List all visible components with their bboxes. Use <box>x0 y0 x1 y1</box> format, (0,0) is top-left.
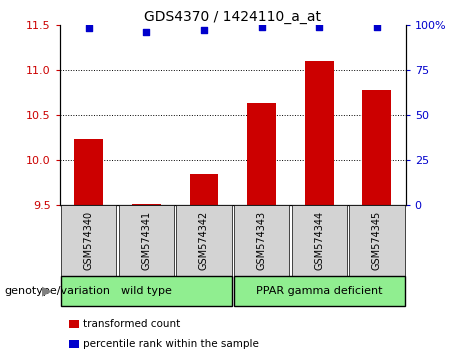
Text: PPAR gamma deficient: PPAR gamma deficient <box>256 286 383 296</box>
Text: GSM574340: GSM574340 <box>84 211 94 270</box>
Text: GSM574344: GSM574344 <box>314 211 324 270</box>
Text: GSM574342: GSM574342 <box>199 211 209 270</box>
Bar <box>132 204 161 205</box>
Bar <box>362 90 391 205</box>
Point <box>85 25 92 31</box>
Point <box>142 29 150 35</box>
Point <box>200 27 207 33</box>
Text: GSM574345: GSM574345 <box>372 211 382 270</box>
Text: ▶: ▶ <box>41 285 51 298</box>
Text: GSM574343: GSM574343 <box>257 211 266 270</box>
Point <box>373 25 381 30</box>
Bar <box>305 61 334 205</box>
Bar <box>74 139 103 205</box>
Text: wild type: wild type <box>121 286 172 296</box>
Text: transformed count: transformed count <box>83 319 180 329</box>
Text: genotype/variation: genotype/variation <box>5 286 111 296</box>
Text: GSM574341: GSM574341 <box>142 211 151 270</box>
Point <box>258 25 266 30</box>
Bar <box>247 103 276 205</box>
Point <box>315 24 323 29</box>
Title: GDS4370 / 1424110_a_at: GDS4370 / 1424110_a_at <box>144 10 321 24</box>
Text: percentile rank within the sample: percentile rank within the sample <box>83 339 259 349</box>
Bar <box>189 174 219 205</box>
